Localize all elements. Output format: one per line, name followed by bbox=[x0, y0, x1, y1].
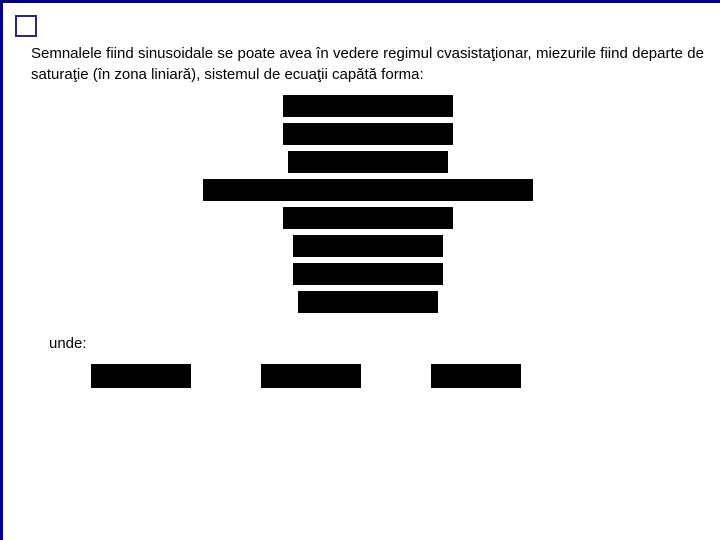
redacted-bar bbox=[431, 364, 521, 388]
redacted-bar bbox=[91, 364, 191, 388]
corner-decoration bbox=[15, 15, 37, 37]
redacted-bar bbox=[283, 95, 453, 117]
redacted-bar bbox=[293, 263, 443, 285]
intro-paragraph: Semnalele fiind sinusoidale se poate ave… bbox=[31, 43, 704, 85]
equation-stack bbox=[31, 95, 704, 313]
redacted-bar bbox=[203, 179, 533, 201]
redacted-bar bbox=[288, 151, 448, 173]
redacted-bar bbox=[283, 123, 453, 145]
redacted-bar bbox=[283, 207, 453, 229]
redacted-bar bbox=[261, 364, 361, 388]
content-area: Semnalele fiind sinusoidale se poate ave… bbox=[31, 43, 704, 388]
unde-label: unde: bbox=[49, 335, 704, 352]
redacted-bar bbox=[293, 235, 443, 257]
slide-frame: Semnalele fiind sinusoidale se poate ave… bbox=[0, 0, 720, 540]
redacted-bar bbox=[298, 291, 438, 313]
row-bars bbox=[31, 364, 704, 388]
